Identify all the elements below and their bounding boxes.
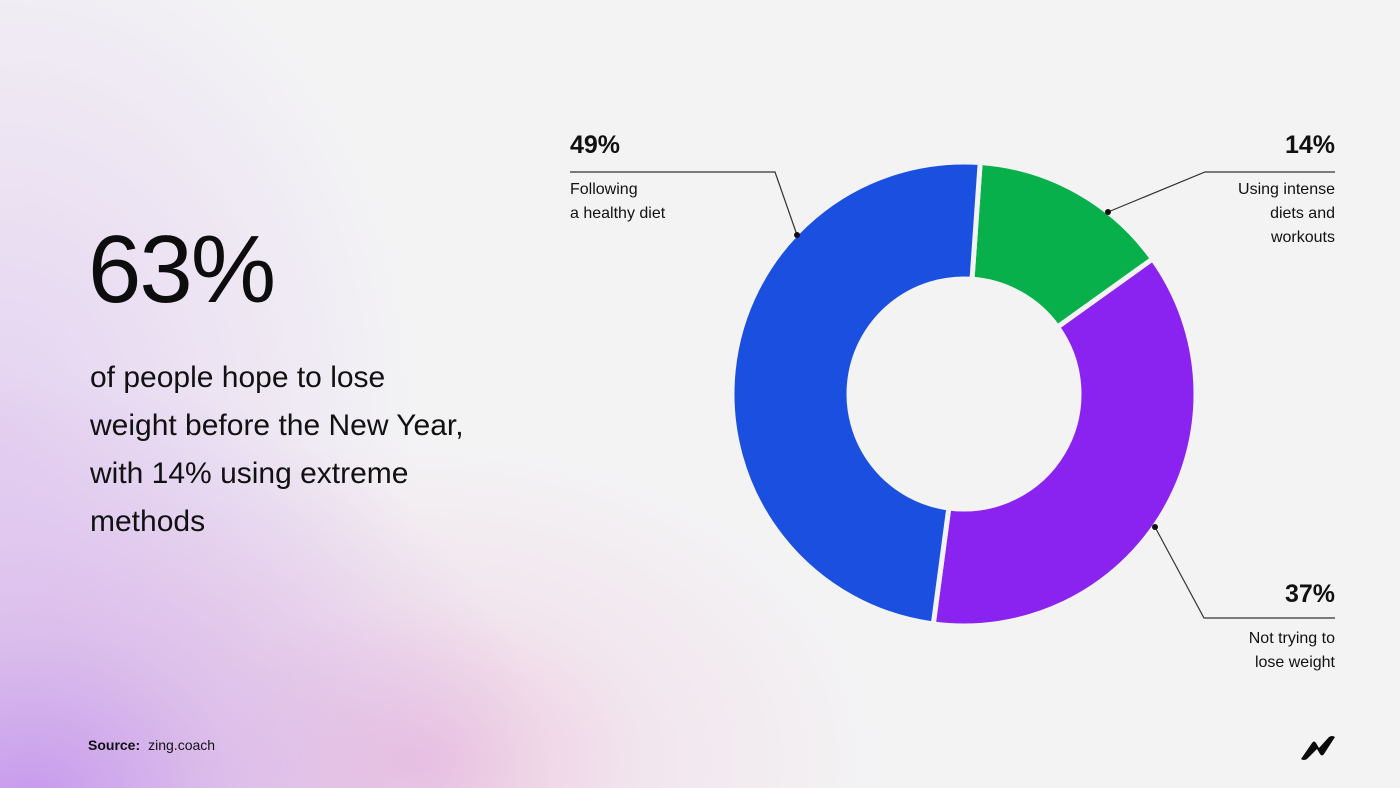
leader-line-intense-diets — [1107, 171, 1335, 213]
callout-healthy-diet: 49% Following a healthy diet — [570, 133, 665, 226]
desc-line: workouts — [1270, 229, 1335, 246]
leader-line-not-trying — [1154, 526, 1335, 619]
leader-line-healthy-diet — [570, 171, 798, 236]
callout-not-trying: 37% Not trying to lose weight — [1249, 582, 1335, 675]
leader-dot-healthy-diet — [794, 232, 800, 238]
desc-line: Using intense — [1238, 181, 1335, 198]
source-label: Source: — [88, 737, 141, 753]
source-note: Source: zing.coach — [88, 737, 215, 753]
headline-line: with 14% using extreme — [90, 457, 409, 490]
zigzag-logo-icon — [1301, 736, 1335, 760]
callout-intense-diets: 14% Using intense diets and workouts — [1238, 133, 1335, 250]
headline-text: of people hope to lose weight before the… — [90, 354, 520, 546]
leader-dot-intense-diets — [1105, 209, 1111, 215]
callout-percent: 14% — [1284, 131, 1335, 159]
headline-line: weight before the New Year, — [90, 409, 464, 442]
callout-percent: 49% — [570, 131, 621, 159]
headline-line: methods — [90, 505, 206, 538]
headline-stat: 63% — [88, 216, 276, 323]
callout-percent: 37% — [1284, 580, 1335, 608]
donut-slice-following-a-healthy-diet — [729, 159, 983, 627]
desc-line: diets and — [1270, 205, 1335, 222]
donut-slice-using-intense-diets-and-workouts — [969, 160, 1156, 330]
source-value: zing.coach — [148, 737, 216, 753]
leader-dot-not-trying — [1152, 524, 1158, 530]
headline-line: of people hope to lose — [90, 361, 386, 394]
desc-line: Following — [570, 181, 638, 198]
callout-description: Not trying to lose weight — [1249, 627, 1335, 675]
desc-line: Not trying to — [1248, 630, 1335, 647]
callout-description: Following a healthy diet — [570, 178, 665, 226]
donut-slices — [729, 159, 1199, 629]
leader-lines — [570, 171, 1335, 619]
callout-description: Using intense diets and workouts — [1238, 178, 1335, 250]
desc-line: a healthy diet — [570, 205, 666, 222]
donut-slice-not-trying-to-lose-weight — [930, 256, 1199, 629]
desc-line: lose weight — [1254, 654, 1335, 671]
